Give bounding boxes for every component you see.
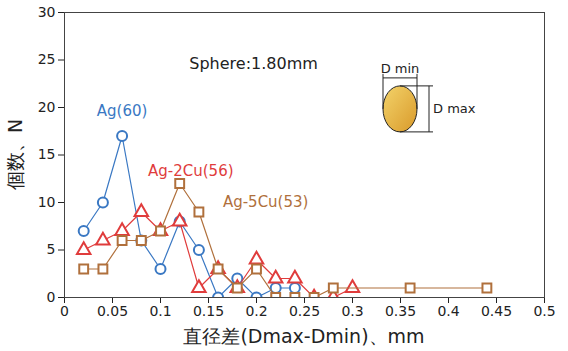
svg-text:Ag(60): Ag(60) bbox=[97, 102, 148, 120]
svg-text:0.25: 0.25 bbox=[289, 303, 320, 319]
svg-text:10: 10 bbox=[38, 194, 56, 210]
svg-text:0.4: 0.4 bbox=[437, 303, 459, 319]
svg-text:0.35: 0.35 bbox=[385, 303, 416, 319]
svg-text:0.2: 0.2 bbox=[245, 303, 267, 319]
svg-text:0.45: 0.45 bbox=[481, 303, 512, 319]
svg-text:D min: D min bbox=[381, 61, 420, 76]
svg-text:0.5: 0.5 bbox=[533, 303, 555, 319]
svg-text:個数、N: 個数、N bbox=[4, 119, 26, 190]
svg-text:Sphere:1.80mm: Sphere:1.80mm bbox=[189, 54, 318, 73]
svg-text:0.15: 0.15 bbox=[193, 303, 224, 319]
svg-text:Ag-5Cu(53): Ag-5Cu(53) bbox=[223, 193, 309, 211]
svg-text:D max: D max bbox=[433, 101, 476, 116]
svg-text:0.1: 0.1 bbox=[149, 303, 171, 319]
svg-text:15: 15 bbox=[38, 146, 56, 162]
svg-text:0.05: 0.05 bbox=[97, 303, 128, 319]
svg-text:0: 0 bbox=[60, 303, 69, 319]
svg-text:0: 0 bbox=[47, 289, 56, 305]
svg-text:20: 20 bbox=[38, 99, 56, 115]
svg-text:25: 25 bbox=[38, 51, 56, 67]
svg-text:30: 30 bbox=[38, 4, 56, 20]
svg-text:直径差(Dmax-Dmin)、mm: 直径差(Dmax-Dmin)、mm bbox=[183, 325, 424, 347]
svg-text:0.3: 0.3 bbox=[341, 303, 363, 319]
svg-text:5: 5 bbox=[47, 241, 56, 257]
svg-text:Ag-2Cu(56): Ag-2Cu(56) bbox=[148, 162, 234, 180]
